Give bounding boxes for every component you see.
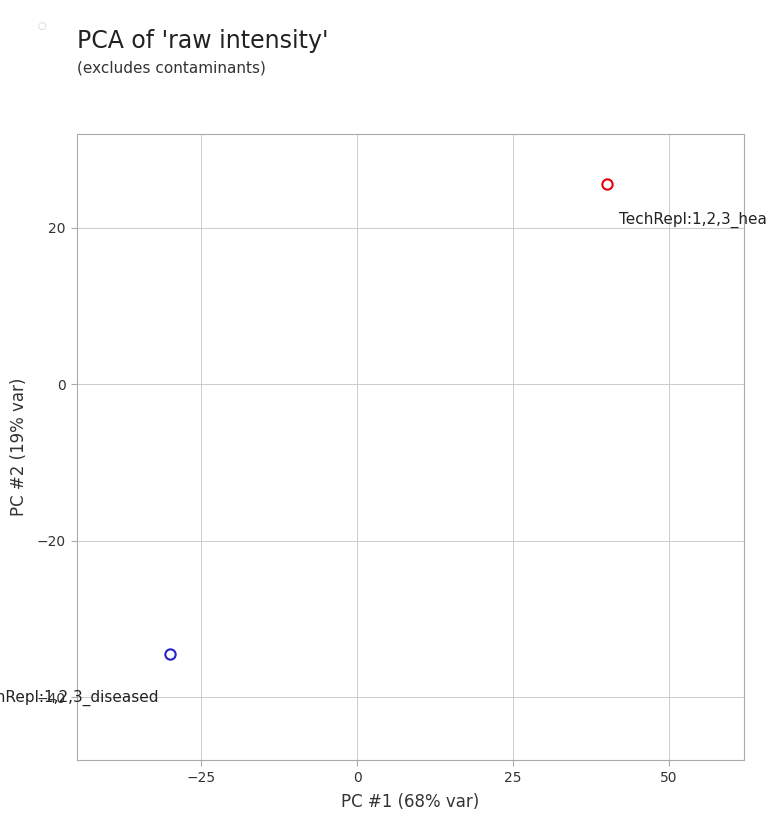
Text: ○: ○ bbox=[38, 21, 47, 31]
Point bbox=[164, 647, 176, 660]
Text: TechRepl:1,2,3_healthy: TechRepl:1,2,3_healthy bbox=[619, 212, 767, 228]
Y-axis label: PC #2 (19% var): PC #2 (19% var) bbox=[10, 377, 28, 516]
Text: TechRepl:1,2,3_diseased: TechRepl:1,2,3_diseased bbox=[0, 690, 158, 706]
Text: (excludes contaminants): (excludes contaminants) bbox=[77, 60, 265, 75]
X-axis label: PC #1 (68% var): PC #1 (68% var) bbox=[341, 793, 479, 812]
Text: PCA of 'raw intensity': PCA of 'raw intensity' bbox=[77, 29, 328, 53]
Point bbox=[601, 178, 613, 191]
